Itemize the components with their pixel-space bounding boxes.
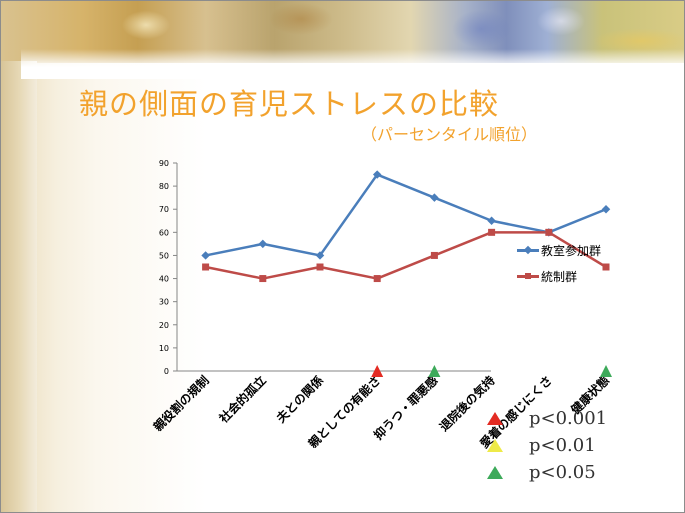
chart-axes — [176, 163, 491, 372]
significance-markers — [371, 365, 612, 377]
sig-label-p0001: p<0.001 — [529, 408, 608, 429]
data-point-intervention — [487, 216, 496, 226]
data-point-control — [259, 275, 267, 283]
left-decorative-strip — [1, 61, 37, 512]
y-tick-label: 10 — [159, 344, 169, 353]
legend-swatch-intervention — [517, 245, 539, 255]
chart-legend: 教室参加群 統制群 — [517, 237, 601, 289]
significance-legend: p<0.001 p<0.01 p<0.05 — [487, 405, 607, 486]
sig-label-p005: p<0.05 — [529, 462, 596, 483]
y-tick-label: 0 — [164, 367, 169, 376]
series-line-control — [205, 231, 607, 280]
data-point-intervention — [601, 204, 611, 214]
sig-label-p001: p<0.01 — [529, 435, 596, 456]
significance-triangle-icon — [428, 365, 441, 377]
data-point-intervention — [315, 251, 325, 260]
y-tick-label: 60 — [159, 228, 169, 237]
y-tick-label: 20 — [159, 321, 169, 330]
banner-fade — [21, 49, 684, 79]
slide-subtitle: （パーセンタイル順位） — [361, 125, 538, 144]
data-point-intervention — [430, 193, 439, 202]
sig-row-p005: p<0.05 — [487, 459, 607, 486]
slide-title: 親の側面の育児ストレスの比較 — [79, 87, 500, 121]
significance-triangle-icon — [371, 365, 384, 377]
series-markers — [201, 170, 611, 283]
data-point-control — [488, 228, 496, 236]
y-tick-label: 50 — [159, 251, 169, 260]
data-point-intervention — [372, 170, 382, 179]
legend-item-intervention: 教室参加群 — [517, 237, 601, 263]
data-point-control — [316, 263, 324, 271]
y-axis-ticks: 0 10 20 30 40 50 60 70 80 90 — [159, 159, 177, 376]
sig-row-p001: p<0.01 — [487, 432, 607, 459]
series-lines — [205, 173, 607, 280]
yellow-triangle-icon — [487, 439, 503, 452]
legend-item-control: 統制群 — [517, 263, 601, 289]
data-point-intervention — [258, 239, 268, 249]
green-triangle-icon — [487, 466, 503, 479]
y-tick-label: 40 — [159, 275, 169, 284]
red-triangle-icon — [487, 412, 503, 425]
y-tick-label: 70 — [159, 205, 169, 214]
y-tick-label: 80 — [159, 182, 169, 191]
y-tick-label: 90 — [159, 159, 169, 168]
sig-row-p0001: p<0.001 — [487, 405, 607, 432]
y-tick-label: 30 — [159, 298, 169, 307]
data-point-control — [373, 275, 381, 283]
data-point-control — [602, 263, 610, 271]
data-point-control — [430, 251, 438, 259]
legend-label-intervention: 教室参加群 — [541, 243, 602, 258]
data-point-control — [202, 263, 210, 271]
x-category-label: 社会的孤立 — [215, 373, 269, 427]
significance-triangle-icon — [600, 365, 612, 377]
legend-label-control: 統制群 — [541, 269, 578, 284]
data-point-intervention — [201, 251, 210, 260]
data-point-control — [545, 228, 553, 236]
x-category-label: 親役割の規制 — [150, 373, 212, 435]
legend-swatch-control — [517, 271, 539, 281]
x-category-label: 夫との関係 — [272, 373, 326, 427]
series-line-intervention — [205, 173, 607, 257]
